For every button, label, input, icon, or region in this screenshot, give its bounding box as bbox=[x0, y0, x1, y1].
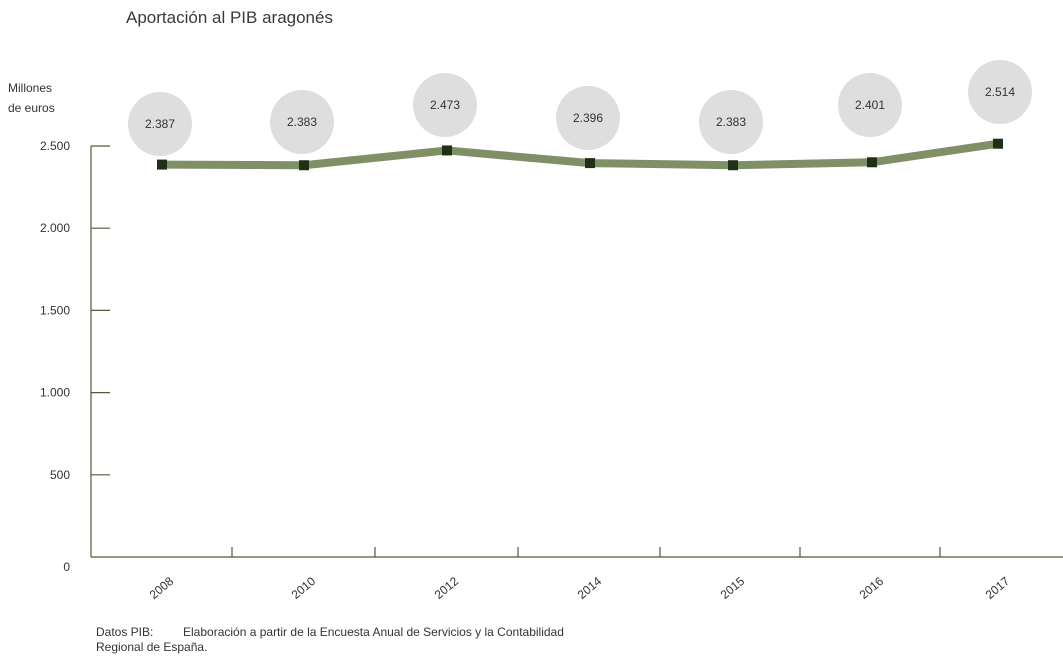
y-tick-label: 2.000 bbox=[40, 221, 70, 235]
data-point bbox=[299, 160, 309, 170]
x-tick-label: 2008 bbox=[147, 574, 177, 602]
y-axis-label: de euros bbox=[8, 101, 55, 115]
data-label: 2.401 bbox=[855, 98, 885, 112]
data-label: 2.473 bbox=[430, 98, 460, 112]
x-axis-ticks: 2008 2010 2012 2014 2015 2016 2017 bbox=[147, 547, 1013, 602]
data-label: 2.396 bbox=[573, 111, 603, 125]
y-tick-label: 1.000 bbox=[40, 386, 70, 400]
data-point bbox=[442, 145, 452, 155]
y-tick-label: 0 bbox=[63, 560, 70, 574]
y-axis-unit: Millones de euros bbox=[8, 81, 55, 115]
x-tick-label: 2012 bbox=[432, 574, 462, 602]
data-label: 2.514 bbox=[985, 85, 1015, 99]
x-tick-label: 2016 bbox=[857, 574, 887, 602]
y-tick-label: 500 bbox=[50, 468, 70, 482]
line-chart: 0 500 1.000 1.500 2.000 2.500 2008 2010 2012 201… bbox=[0, 0, 1063, 620]
x-tick-label: 2014 bbox=[575, 574, 605, 602]
y-axis-ticks: 0 500 1.000 1.500 2.000 2.500 bbox=[40, 139, 110, 574]
source-line-2: Regional de España. bbox=[96, 640, 207, 654]
data-label: 2.383 bbox=[716, 115, 746, 129]
data-point bbox=[157, 160, 167, 170]
axes bbox=[91, 146, 1063, 557]
x-tick-label: 2015 bbox=[718, 574, 748, 602]
x-tick-label: 2010 bbox=[289, 574, 319, 602]
y-axis-label: Millones bbox=[8, 81, 52, 95]
data-point bbox=[585, 158, 595, 168]
data-label: 2.383 bbox=[287, 115, 317, 129]
source-prefix: Datos PIB: bbox=[96, 625, 183, 640]
source-line-1: Elaboración a partir de la Encuesta Anua… bbox=[183, 625, 564, 639]
value-bubbles: 2.387 2.383 2.473 2.396 2.383 2.401 2.514 bbox=[128, 60, 1032, 156]
data-point bbox=[993, 139, 1003, 149]
data-label: 2.387 bbox=[145, 117, 175, 131]
data-point bbox=[728, 160, 738, 170]
x-tick-label: 2017 bbox=[983, 574, 1013, 602]
data-point bbox=[867, 157, 877, 167]
y-tick-label: 1.500 bbox=[40, 303, 70, 317]
y-tick-label: 2.500 bbox=[40, 139, 70, 153]
source-note: Datos PIB: Elaboración a partir de la Enc… bbox=[96, 625, 564, 655]
